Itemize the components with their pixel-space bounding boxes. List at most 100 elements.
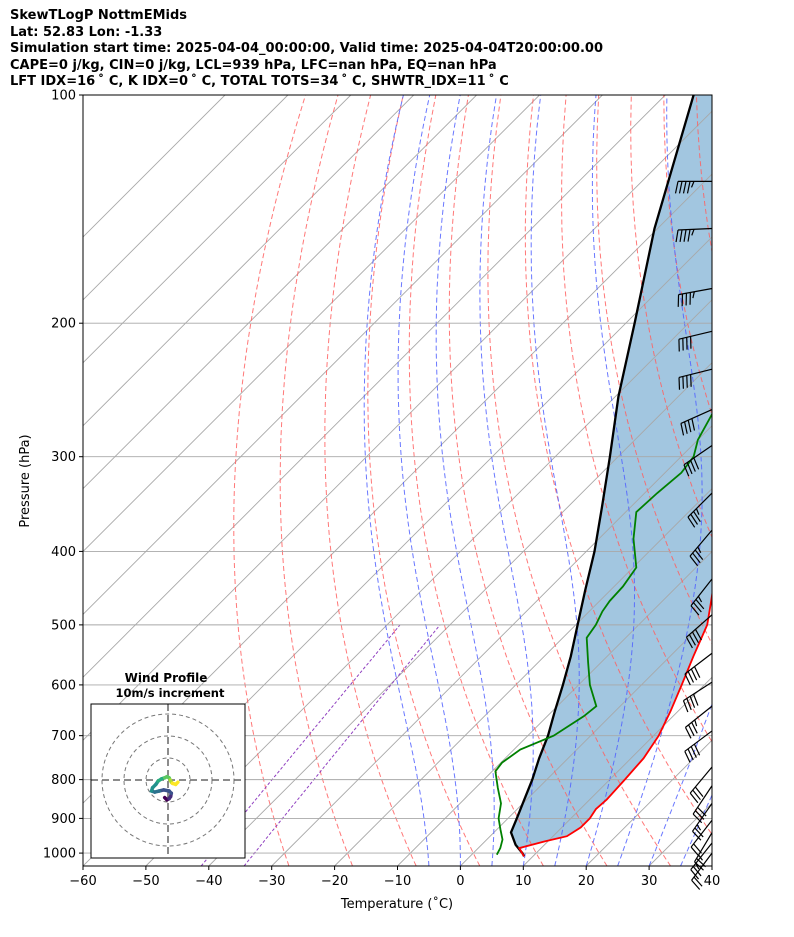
isotherm-line <box>397 550 712 866</box>
cape-cin-shading <box>511 95 712 857</box>
chart-header: SkewTLogP NottmEMids Lat: 52.83 Lon: -1.… <box>10 8 603 91</box>
wind-barb-flag <box>690 746 697 758</box>
y-tick-label: 900 <box>51 812 76 827</box>
wind-barb-flag <box>684 751 691 763</box>
isotherm-line <box>83 95 226 238</box>
wind-barb-flag <box>692 813 703 824</box>
wind-barb-flag <box>690 605 700 616</box>
wind-barb-flag <box>694 827 704 838</box>
wind-barb <box>689 529 713 567</box>
moist-adiabat-line <box>680 793 712 866</box>
wind-barb-flag <box>690 846 700 857</box>
wind-barb-flag <box>689 555 699 567</box>
isotherm-line <box>83 95 352 364</box>
wind-barb-flag <box>689 792 699 804</box>
wind-barb-flag <box>694 629 702 641</box>
wind-barb-flag <box>697 546 702 554</box>
x-tick-label: −50 <box>132 874 159 889</box>
y-tick-label: 600 <box>51 678 76 693</box>
isotherm-line <box>83 95 415 427</box>
moist-adiabat-line <box>479 95 534 866</box>
wind-barb-flag <box>691 879 701 890</box>
wind-barb-flag <box>695 599 705 610</box>
hodograph-title: Wind Profile <box>125 671 208 685</box>
wind-barb-flag <box>690 869 700 880</box>
wind-barb <box>675 227 713 243</box>
wind-barb-shaft <box>684 730 713 752</box>
x-tick-label: 40 <box>704 874 721 889</box>
wind-barb-flag <box>693 602 702 613</box>
isotherm-line <box>83 95 603 616</box>
wind-barb-flag <box>692 866 702 877</box>
wind-barb <box>689 766 713 804</box>
wind-barb <box>677 287 713 307</box>
wind-barb-flag <box>693 666 701 678</box>
wind-barb-shaft <box>678 287 713 296</box>
dry-adiabat-line <box>367 95 481 866</box>
wind-barb-flag <box>687 229 691 242</box>
x-tick-label: 20 <box>578 874 595 889</box>
wind-barb-flag <box>688 634 696 646</box>
wind-barb-flag <box>682 700 689 713</box>
isotherm-line <box>208 362 712 866</box>
y-tick-label: 800 <box>51 773 76 788</box>
wind-barb-shaft <box>685 705 713 728</box>
wind-barb-flag <box>675 229 679 243</box>
hodograph-frame <box>90 703 246 859</box>
wind-barb-flag <box>691 722 698 734</box>
wind-barb-flag <box>697 596 703 603</box>
wind-barb-flag <box>695 508 700 515</box>
wind-barb-flag <box>692 291 695 299</box>
wind-barb-flag <box>683 464 690 477</box>
y-tick-label: 200 <box>51 317 76 332</box>
wind-barb <box>685 614 713 649</box>
moist-adiabat-line <box>363 95 430 866</box>
wind-barb-flag <box>692 789 701 801</box>
wind-barb-shaft <box>678 368 713 379</box>
wind-barb-flag <box>695 863 700 870</box>
dry-adiabat-line <box>487 95 672 866</box>
x-tick-label: −40 <box>195 874 222 889</box>
moist-adiabat-line <box>617 95 703 866</box>
wind-barb-shaft <box>684 652 713 675</box>
wind-barb-shaft <box>680 409 713 424</box>
isotherm-line <box>334 487 712 866</box>
wind-barb <box>682 681 713 713</box>
y-tick-label: 1000 <box>43 847 76 862</box>
isotherm-line <box>83 110 712 741</box>
header-cape: CAPE=0 j/kg, CIN=0 j/kg, LCL=939 hPa, LF… <box>10 57 497 73</box>
wind-barb <box>683 445 713 477</box>
wind-barb-flag <box>678 181 683 194</box>
wind-barb-flag <box>686 462 693 475</box>
temperature-profile-line <box>517 589 712 857</box>
wind-barb-flag <box>679 229 683 242</box>
wind-barb-flag <box>683 229 687 242</box>
wind-barb <box>674 180 712 194</box>
wind-barb <box>684 705 713 739</box>
wind-barb-flag <box>683 421 688 434</box>
x-tick-label: 30 <box>641 874 658 889</box>
wind-barb-shaft <box>687 492 713 518</box>
x-tick-label: −30 <box>258 874 285 889</box>
wind-barb-flag <box>686 698 692 711</box>
header-times: Simulation start time: 2025-04-04_00:00:… <box>10 41 603 57</box>
wind-barb-flag <box>687 516 696 528</box>
isotherm-line <box>522 676 712 866</box>
isotherm-line <box>271 425 712 866</box>
wind-barb-flag <box>690 513 699 525</box>
wind-barb-shaft <box>692 803 713 832</box>
wind-barb-flag <box>694 549 704 561</box>
wind-barb-flag <box>688 724 695 737</box>
x-tick-label: −20 <box>321 874 348 889</box>
wind-barb-flag <box>694 786 704 797</box>
mixing-ratio-line <box>200 624 401 866</box>
y-tick-label: 500 <box>51 618 76 633</box>
wind-barb-flag <box>696 824 702 831</box>
wind-barb-flag <box>674 181 679 194</box>
y-tick-label: 700 <box>51 729 76 744</box>
x-axis-label: Temperature (˚C) <box>340 896 453 912</box>
wind-barb-flag <box>687 420 692 433</box>
wind-barb <box>678 368 713 390</box>
wind-barb-flag <box>692 830 702 841</box>
